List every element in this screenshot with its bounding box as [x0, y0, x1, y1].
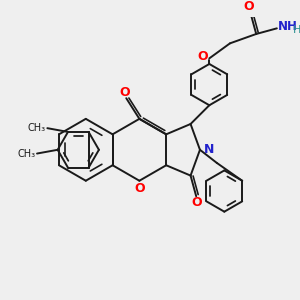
Text: O: O [243, 0, 254, 13]
Text: NH: NH [278, 20, 298, 33]
Text: O: O [197, 50, 208, 63]
Text: O: O [134, 182, 145, 195]
Text: O: O [119, 86, 130, 99]
Text: O: O [191, 196, 202, 209]
Text: CH₃: CH₃ [17, 148, 35, 158]
Text: H: H [293, 25, 300, 35]
Text: CH₃: CH₃ [27, 123, 46, 133]
Text: N: N [204, 143, 214, 156]
